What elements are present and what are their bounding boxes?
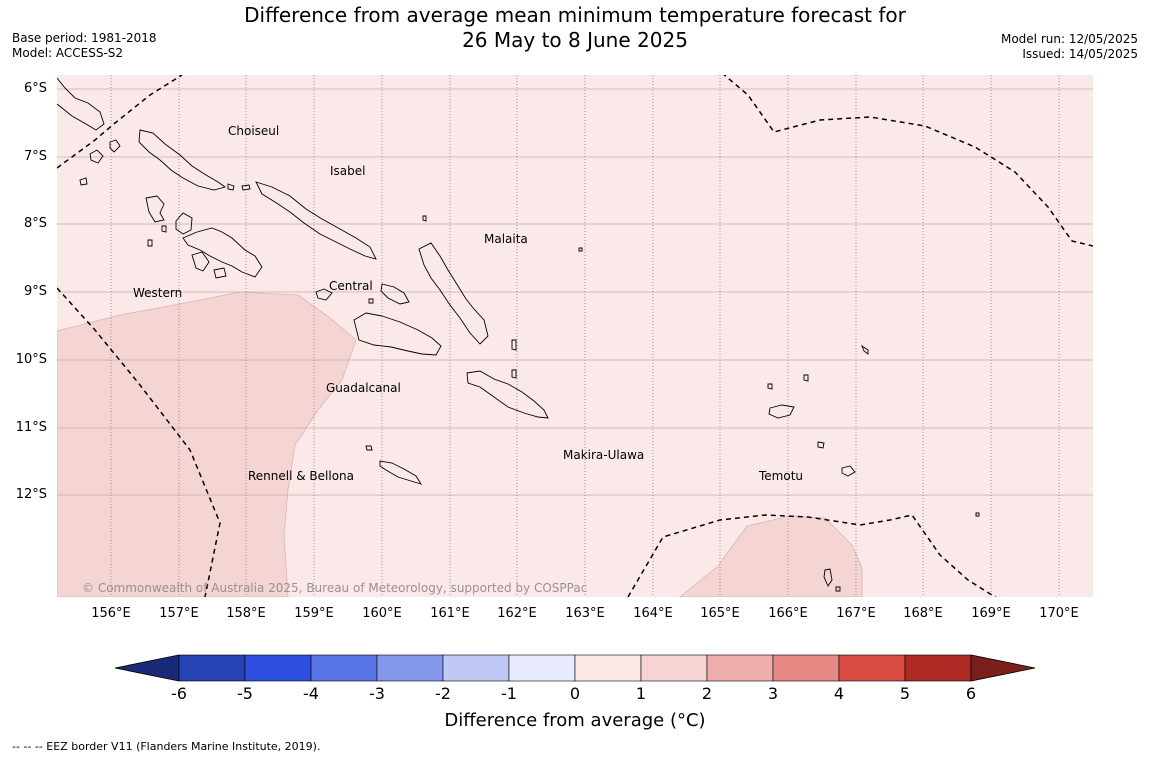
lat-label-12s: 12°S (15, 487, 47, 502)
province-label-western: Western (133, 286, 182, 300)
province-label-makira-ulawa: Makira-Ulawa (563, 448, 644, 462)
lon-label-162e: 162°E (497, 606, 537, 621)
lat-label-8s: 8°S (23, 216, 47, 231)
colorbar-tick: 2 (701, 684, 713, 703)
title-line-1: Difference from average mean minimum tem… (244, 3, 906, 27)
colorbar-tick: 1 (635, 684, 647, 703)
province-label-central: Central (329, 279, 373, 293)
lat-label-10s: 10°S (15, 352, 47, 367)
lat-label-11s: 11°S (15, 420, 47, 435)
colorbar-cell (640, 654, 708, 682)
lon-label-156e: 156°E (91, 606, 131, 621)
copyright-watermark: © Commonwealth of Australia 2025, Bureau… (82, 581, 587, 595)
lon-label-169e: 169°E (971, 606, 1011, 621)
lon-label-160e: 160°E (362, 606, 402, 621)
eez-footnote: -- -- -- EEZ border V11 (Flanders Marine… (12, 740, 321, 753)
lon-label-170e: 170°E (1039, 606, 1079, 621)
anomaly-region-west (57, 291, 357, 597)
colorbar-tick: 4 (833, 684, 845, 703)
base-period-text: Base period: 1981-2018 (12, 31, 157, 45)
colorbar-cell (376, 654, 444, 682)
colorbar-tick: -6 (171, 684, 187, 703)
province-label-rennell-bellona: Rennell & Bellona (248, 469, 354, 483)
eez-borders (57, 75, 1093, 597)
lon-label-164e: 164°E (633, 606, 673, 621)
anomaly-region-southeast (679, 515, 863, 597)
colorbar (114, 654, 1036, 682)
colorbar-cell (772, 654, 840, 682)
colorbar-tick: -5 (237, 684, 253, 703)
colorbar-tick: -3 (369, 684, 385, 703)
colorbar-cells (178, 654, 972, 682)
lon-label-157e: 157°E (159, 606, 199, 621)
colorbar-tick: 5 (899, 684, 911, 703)
model-info: Base period: 1981-2018 Model: ACCESS-S2 (12, 31, 157, 61)
model-run-text: Model run: 12/05/2025 (1000, 32, 1138, 46)
colorbar-cell (574, 654, 642, 682)
province-label-choiseul: Choiseul (228, 124, 279, 138)
colorbar-cell (904, 654, 972, 682)
lon-label-168e: 168°E (903, 606, 943, 621)
chart-title: Difference from average mean minimum tem… (0, 3, 1150, 53)
title-line-2: 26 May to 8 June 2025 (462, 28, 688, 52)
latitude-gridlines (57, 88, 1093, 496)
province-label-isabel: Isabel (330, 164, 365, 178)
lat-label-9s: 9°S (23, 284, 47, 299)
colorbar-cell (838, 654, 906, 682)
colorbar-cell (178, 654, 246, 682)
province-label-malaita: Malaita (484, 232, 528, 246)
lon-label-166e: 166°E (768, 606, 808, 621)
lon-label-158e: 158°E (226, 606, 266, 621)
lat-label-6s: 6°S (23, 81, 47, 96)
province-label-guadalcanal: Guadalcanal (326, 381, 401, 395)
lon-label-161e: 161°E (430, 606, 470, 621)
colorbar-cell (310, 654, 378, 682)
colorbar-label: Difference from average (°C) (444, 710, 706, 731)
issued-text: Issued: 14/05/2025 (1022, 47, 1138, 61)
model-text: Model: ACCESS-S2 (12, 46, 124, 60)
lat-label-7s: 7°S (23, 149, 47, 164)
colorbar-cell (706, 654, 774, 682)
colorbar-cell (508, 654, 576, 682)
province-label-temotu: Temotu (758, 469, 803, 483)
lon-label-167e: 167°E (836, 606, 876, 621)
province-labels: Choiseul Isabel Malaita Western Central … (133, 124, 803, 483)
lon-label-159e: 159°E (294, 606, 334, 621)
longitude-gridlines (110, 75, 1060, 597)
lon-label-165e: 165°E (700, 606, 740, 621)
colorbar-tick: -2 (435, 684, 451, 703)
run-info: Model run: 12/05/2025 Issued: 14/05/2025 (1001, 32, 1138, 62)
colorbar-tick: 0 (569, 684, 581, 703)
island-coastlines (57, 77, 980, 592)
lon-label-163e: 163°E (565, 606, 605, 621)
colorbar-tick: 3 (767, 684, 779, 703)
colorbar-extend-high (970, 654, 1036, 682)
colorbar-extend-low (114, 654, 180, 682)
colorbar-tick: -4 (303, 684, 319, 703)
colorbar-tick: -1 (501, 684, 517, 703)
colorbar-cell (244, 654, 312, 682)
colorbar-tick: 6 (965, 684, 977, 703)
colorbar-cell (442, 654, 510, 682)
